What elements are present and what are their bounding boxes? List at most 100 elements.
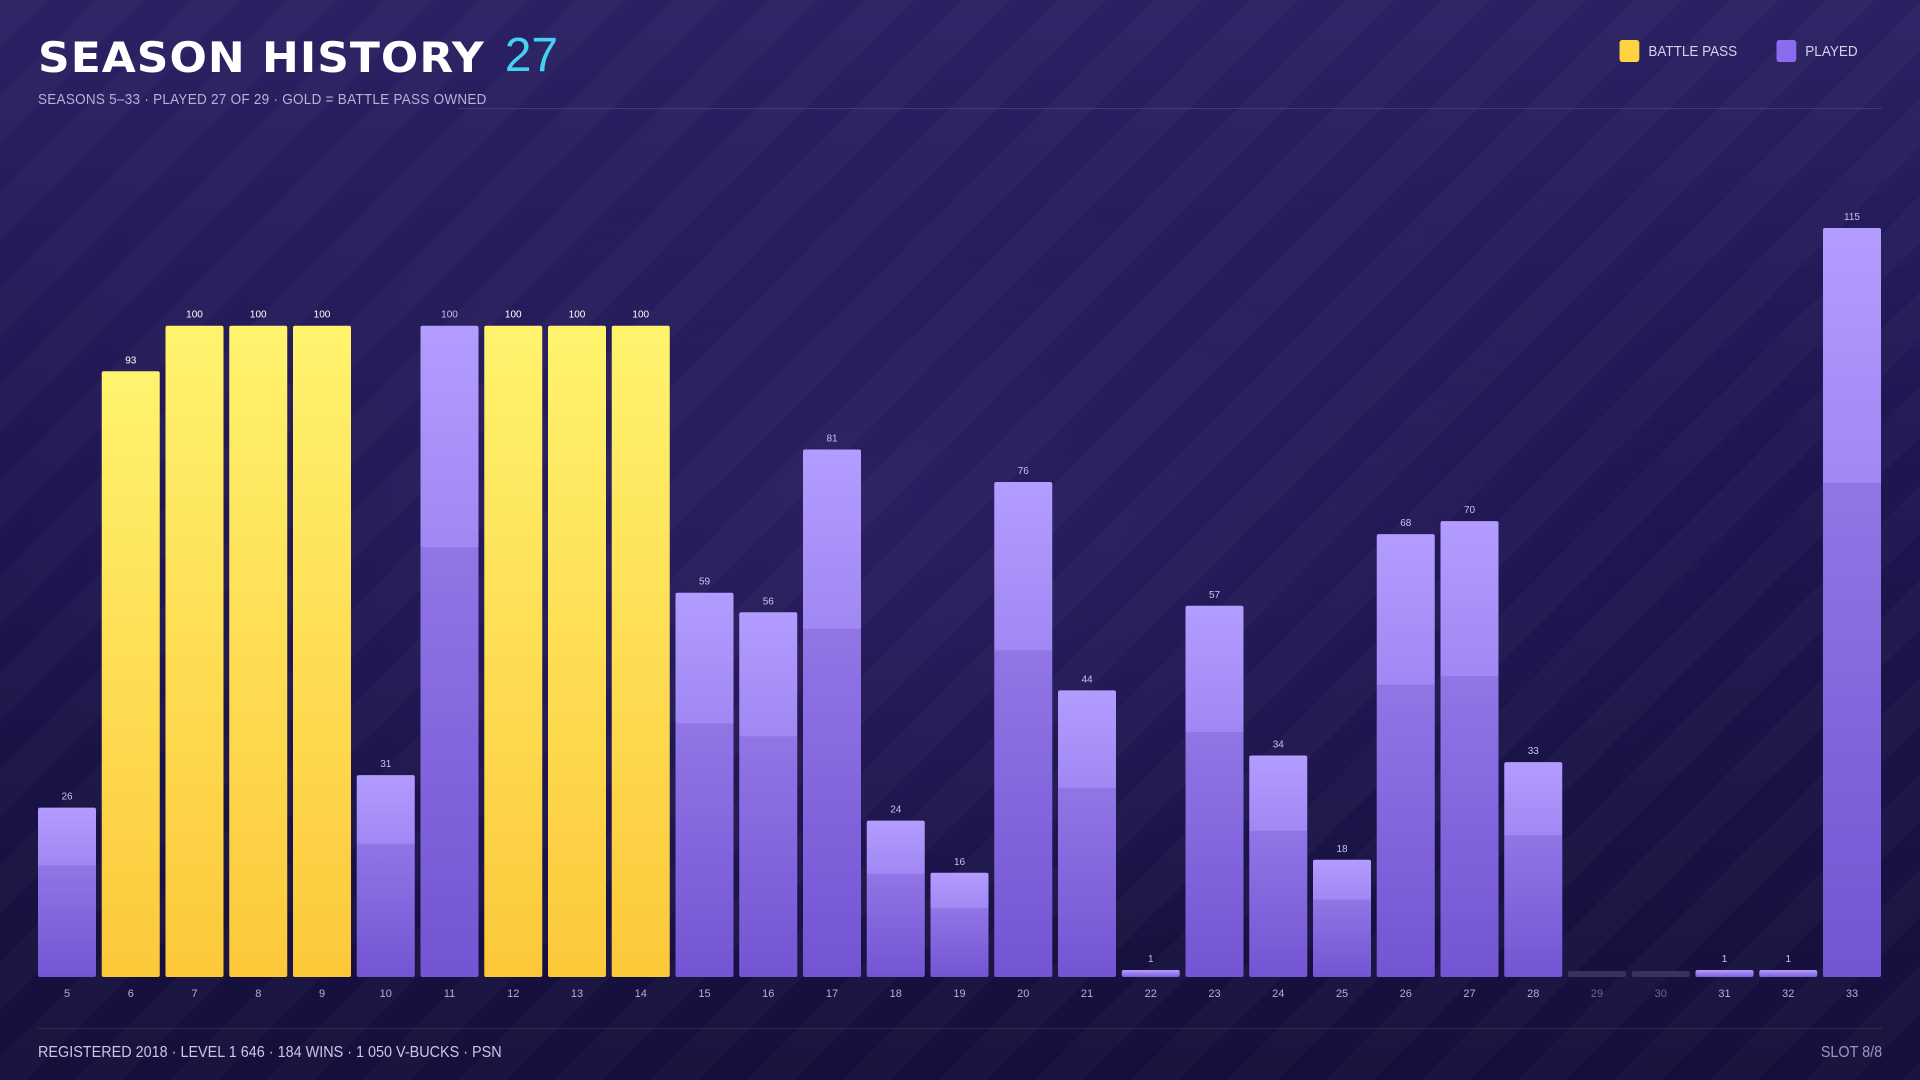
bar-season-8: [229, 325, 288, 977]
bar-shade-5: [38, 865, 96, 977]
bar-shade-19: [930, 908, 989, 977]
tick-label-18: 18: [890, 988, 902, 1000]
tick-label-32: 32: [1782, 988, 1794, 1000]
bar-season-23: [1185, 605, 1244, 977]
bar-season-21: [1058, 690, 1116, 977]
data-label-31: 1: [1722, 954, 1728, 965]
bar-shade-15: [675, 723, 734, 977]
tick-label-29: 29: [1591, 988, 1603, 1000]
bar-season-18: [866, 820, 925, 977]
data-label-18: 24: [890, 805, 902, 816]
data-label-32: 1: [1785, 954, 1791, 965]
bar-season-31: [1695, 970, 1754, 977]
data-label-11: 100: [441, 310, 458, 321]
header: SEASON HISTORY 27 SEASONS 5–33 · PLAYED …: [38, 28, 1882, 110]
data-label-16: 56: [763, 596, 775, 607]
footer-divider: [38, 1028, 1882, 1029]
data-label-13: 100: [569, 310, 586, 321]
bar-season-19: [930, 872, 989, 977]
header-divider: [458, 108, 1882, 109]
tick-label-6: 6: [128, 988, 134, 1000]
footer-stats: REGISTERED 2018 · LEVEL 1 646 · 184 WINS…: [38, 1044, 502, 1061]
bar-shade-21: [1058, 787, 1116, 977]
bar-shade-26: [1376, 684, 1435, 977]
played-count: 27: [504, 29, 559, 82]
bar-shade-17: [803, 628, 861, 977]
bar-season-15: [675, 592, 734, 977]
data-label-19: 16: [954, 857, 966, 868]
data-label-6: 93: [125, 355, 137, 366]
bar-season-7: [165, 325, 224, 977]
bar-season-12: [484, 325, 543, 977]
legend-label-battle-pass: BATTLE PASS: [1648, 42, 1738, 60]
data-label-28: 33: [1528, 746, 1540, 757]
tick-label-13: 13: [571, 988, 583, 1000]
bar-season-28: [1504, 762, 1563, 977]
tick-label-15: 15: [698, 988, 710, 1000]
bar-season-9: [293, 325, 351, 977]
data-label-15: 59: [699, 577, 711, 588]
tick-label-31: 31: [1718, 988, 1730, 1000]
bar-season-16: [739, 612, 798, 977]
tick-label-5: 5: [64, 988, 70, 1000]
tick-label-20: 20: [1017, 988, 1029, 1000]
bar-shade-16: [739, 736, 798, 977]
data-label-27: 70: [1464, 505, 1476, 516]
bar-season-17: [803, 449, 861, 977]
tick-label-14: 14: [635, 988, 647, 1000]
data-label-10: 31: [380, 759, 392, 770]
bar-season-33: [1823, 228, 1881, 977]
bar-season-20: [994, 482, 1053, 977]
tick-label-30: 30: [1655, 988, 1667, 1000]
tick-label-28: 28: [1527, 988, 1539, 1000]
bar-shade-24: [1249, 830, 1308, 977]
tick-label-23: 23: [1208, 988, 1220, 1000]
data-label-7: 100: [186, 310, 203, 321]
legend-item-battle-pass: BATTLE PASS: [1619, 40, 1738, 62]
data-label-26: 68: [1400, 518, 1412, 529]
tick-label-19: 19: [953, 988, 965, 1000]
tick-label-33: 33: [1846, 988, 1858, 1000]
bar-shade-20: [994, 650, 1053, 977]
bar-shade-27: [1440, 676, 1499, 977]
data-label-17: 81: [826, 433, 838, 444]
bar-shade-11: [420, 547, 479, 977]
bar-season-24: [1249, 755, 1308, 977]
legend: BATTLE PASS PLAYED: [1613, 40, 1862, 62]
tick-label-7: 7: [191, 988, 197, 1000]
data-label-24: 34: [1273, 740, 1285, 751]
bar-season-6: [101, 371, 160, 977]
tick-label-26: 26: [1400, 988, 1412, 1000]
tick-label-10: 10: [380, 988, 392, 1000]
bar-unplayed-30: [1631, 971, 1690, 977]
tick-label-21: 21: [1081, 988, 1093, 1000]
tick-label-22: 22: [1145, 988, 1157, 1000]
tick-label-12: 12: [507, 988, 519, 1000]
tick-label-11: 11: [444, 988, 455, 1000]
data-label-20: 76: [1018, 466, 1030, 477]
bar-shade-18: [866, 873, 925, 977]
tick-label-24: 24: [1272, 988, 1284, 1000]
bar-season-26: [1376, 534, 1435, 977]
bar-shade-25: [1313, 899, 1371, 977]
slot-indicator: SLOT 8/8: [1820, 1044, 1882, 1061]
tick-label-17: 17: [826, 988, 838, 1000]
bar-season-11: [420, 325, 479, 977]
legend-swatch-battle-pass: [1619, 40, 1640, 62]
bar-season-27: [1440, 521, 1499, 977]
legend-swatch-played: [1776, 40, 1797, 62]
bar-season-5: [38, 807, 96, 977]
bar-shade-33: [1823, 482, 1881, 977]
tick-label-8: 8: [255, 988, 261, 1000]
tick-label-25: 25: [1336, 988, 1348, 1000]
tick-label-27: 27: [1463, 988, 1475, 1000]
data-label-12: 100: [505, 310, 522, 321]
tick-label-16: 16: [762, 988, 774, 1000]
data-label-9: 100: [314, 310, 331, 321]
bar-unplayed-29: [1568, 971, 1626, 977]
page-title: SEASON HISTORY: [38, 34, 485, 83]
data-label-8: 100: [250, 310, 267, 321]
bar-shade-28: [1504, 835, 1563, 977]
bar-shade-10: [356, 843, 415, 977]
